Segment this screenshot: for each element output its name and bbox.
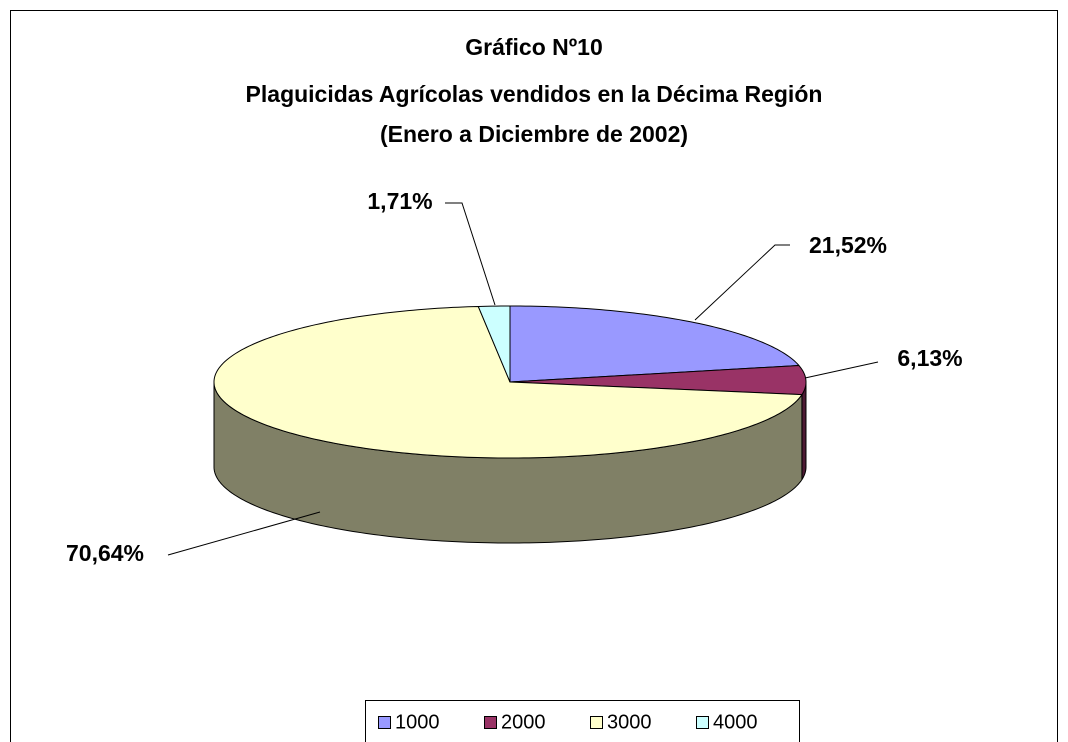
legend-label: 3000 bbox=[607, 711, 652, 733]
legend-box bbox=[365, 700, 800, 742]
chart-title: Plaguicidas Agrícolas vendidos en la Déc… bbox=[246, 81, 823, 107]
chart-title: (Enero a Diciembre de 2002) bbox=[380, 121, 688, 147]
pie-slice bbox=[509, 365, 807, 396]
legend-label: 4000 bbox=[713, 711, 758, 733]
chart-title: Gráfico Nº10 bbox=[465, 34, 603, 60]
leader-line bbox=[804, 361, 879, 379]
leader-line bbox=[694, 244, 790, 321]
legend-swatch bbox=[378, 716, 391, 729]
leader-line bbox=[445, 202, 496, 306]
pie-slice bbox=[509, 305, 800, 383]
pie-side bbox=[801, 381, 807, 481]
pie bbox=[213, 305, 807, 544]
leader-line bbox=[167, 511, 321, 556]
value-label: 1,71% bbox=[367, 188, 432, 214]
value-labels: 21,52% 6,13% 70,64% 1,71% bbox=[66, 188, 963, 566]
pie-slice bbox=[213, 305, 803, 459]
legend-swatch bbox=[696, 716, 709, 729]
legend-label: 2000 bbox=[501, 711, 546, 733]
value-label: 21,52% bbox=[809, 232, 887, 258]
value-label: 6,13% bbox=[897, 345, 962, 371]
legend: 1000 2000 3000 4000 bbox=[365, 700, 800, 742]
legend-swatch bbox=[590, 716, 603, 729]
value-label: 70,64% bbox=[66, 540, 144, 566]
legend-swatch bbox=[484, 716, 497, 729]
pie-slice bbox=[477, 305, 511, 383]
legend-label: 1000 bbox=[395, 711, 440, 733]
